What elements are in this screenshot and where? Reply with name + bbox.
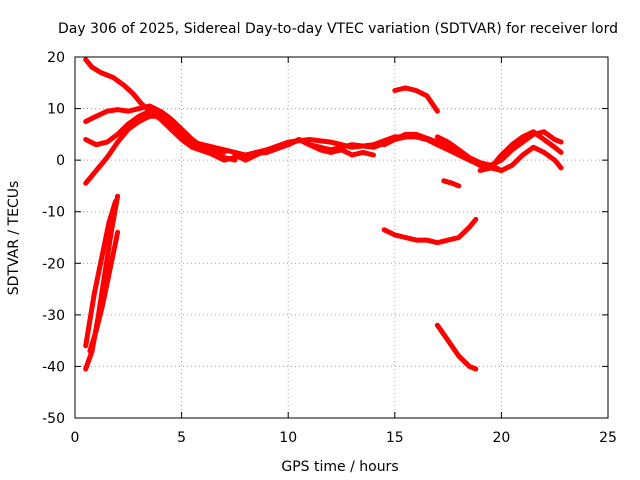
y-tick-label: 10 xyxy=(47,102,65,118)
y-tick-label: 0 xyxy=(56,153,65,169)
x-tick-label: 0 xyxy=(71,430,80,446)
series-arc-3 xyxy=(83,108,440,158)
series-arc-15 xyxy=(87,229,121,354)
series-arc-16 xyxy=(83,198,118,349)
series-arc-12 xyxy=(381,216,479,246)
series-arc-11 xyxy=(441,178,462,189)
series-arc-10 xyxy=(392,85,440,114)
x-axis-label: GPS time / hours xyxy=(281,459,398,475)
y-tick-label: 20 xyxy=(47,50,65,66)
y-tick-label: -20 xyxy=(42,256,65,272)
data-series xyxy=(83,57,564,372)
series-arc-6 xyxy=(381,131,504,173)
x-tick-label: 20 xyxy=(492,430,510,446)
series-arc-7 xyxy=(434,129,564,168)
series-arc-9 xyxy=(488,144,564,173)
series-arc-5 xyxy=(232,137,376,163)
series-arc-8 xyxy=(477,129,564,173)
x-tick-label: 25 xyxy=(599,430,617,446)
series-arc-14 xyxy=(83,193,121,372)
y-tick-label: -50 xyxy=(42,411,65,427)
y-tick-label: -30 xyxy=(42,308,65,324)
axis-ticks: 0 5 10 15 20 25 20 10 0 -10 -20 -30 -40 -50 xyxy=(42,50,617,446)
plot-frame xyxy=(74,56,609,419)
series-arc-13 xyxy=(434,322,479,372)
chart-title: Day 306 of 2025, Sidereal Day-to-day VTE… xyxy=(58,21,618,37)
y-axis-label: SDTVAR / TECUs xyxy=(6,181,22,296)
x-tick-label: 10 xyxy=(279,430,297,446)
y-tick-label: -40 xyxy=(42,359,65,375)
x-tick-label: 5 xyxy=(177,430,186,446)
series-arc-4 xyxy=(83,113,483,186)
x-tick-label: 15 xyxy=(386,430,404,446)
y-tick-label: -10 xyxy=(42,205,65,221)
